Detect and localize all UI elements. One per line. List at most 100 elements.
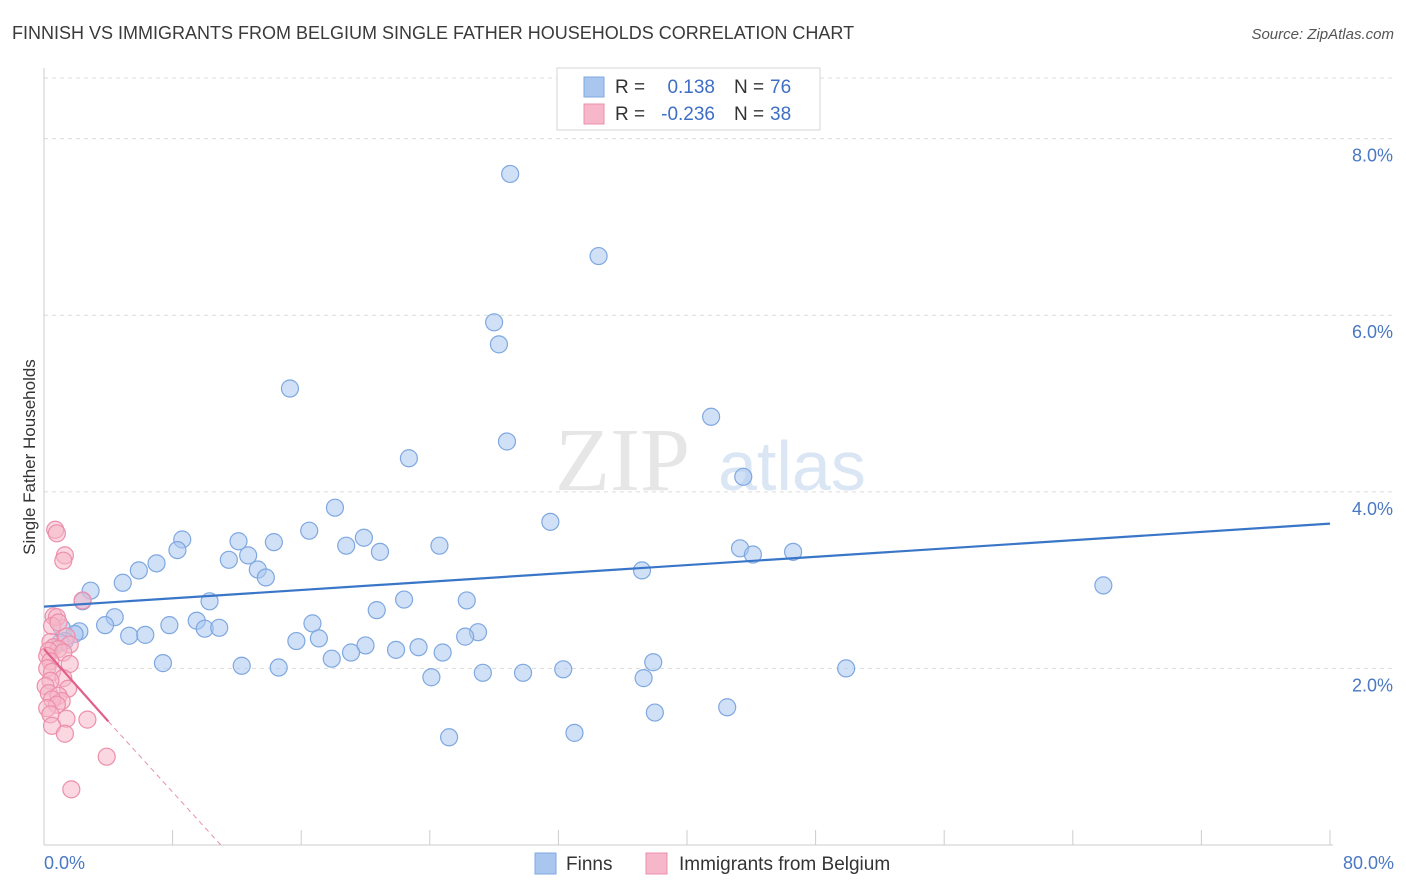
finns-point-17 [430, 536, 449, 555]
finns-point-61 [153, 654, 173, 673]
belgium-trend-extension [107, 721, 222, 846]
watermark-atlas: atlas [718, 427, 866, 505]
legend-r-label-belgium: R = [615, 104, 645, 125]
chart-title: FINNISH VS IMMIGRANTS FROM BELGIUM SINGL… [12, 23, 854, 43]
finns-point-68 [513, 663, 533, 682]
bottom-legend-label-finns: Finns [566, 854, 612, 875]
y-axis-label: Single Father Households [20, 359, 39, 555]
finns-point-67 [473, 663, 492, 682]
finns-point-69 [422, 668, 441, 687]
finns-point-16 [354, 528, 373, 547]
finns-point-41 [160, 616, 179, 635]
finns-point-7 [399, 449, 419, 468]
trend-lines [43, 522, 1331, 846]
finns-point-48 [120, 626, 139, 645]
belgium-point-33 [78, 710, 97, 729]
y-tick-label-3: 8.0% [1352, 146, 1393, 166]
finns-point-37 [367, 601, 386, 620]
finns-point-2 [485, 313, 504, 332]
belgium-point-8 [49, 613, 68, 632]
finns-point-36 [457, 591, 476, 610]
finns-point-53 [456, 627, 475, 646]
legend-swatch-belgium [583, 103, 605, 125]
belgium-point-1 [47, 524, 66, 543]
series-finns [50, 164, 1113, 747]
belgium-point-3 [54, 551, 73, 570]
finns-point-11 [300, 521, 319, 540]
legend-n-label-belgium: N = [734, 104, 764, 125]
legend-n-label-finns: N = [734, 77, 764, 98]
finns-point-10 [541, 512, 560, 531]
finns-point-57 [341, 643, 361, 662]
series-legend: Finns Immigrants from Belgium [534, 852, 890, 875]
legend-r-value-belgium: -0.236 [661, 104, 715, 125]
finns-point-35 [394, 590, 414, 609]
finns-point-72 [645, 703, 664, 722]
finns-point-22 [743, 545, 763, 564]
finns-point-51 [309, 629, 328, 648]
finns-point-66 [554, 660, 573, 679]
finns-point-70 [634, 669, 653, 688]
finns-point-28 [632, 561, 652, 580]
finns-point-19 [783, 542, 803, 561]
finns-point-65 [837, 659, 856, 678]
finns-point-44 [303, 614, 322, 633]
belgium-point-36 [97, 747, 116, 766]
finns-point-3 [489, 335, 509, 354]
y-tick-label-2: 6.0% [1352, 322, 1393, 342]
legend-swatch-finns [583, 76, 605, 98]
finns-trend-line [43, 522, 1331, 608]
finns-point-55 [356, 636, 375, 655]
bottom-legend-label-belgium: Immigrants from Belgium [679, 854, 890, 875]
finns-point-9 [325, 498, 345, 517]
finns-point-43 [210, 618, 229, 637]
finns-point-21 [370, 542, 390, 561]
finns-point-60 [322, 649, 341, 668]
finns-point-73 [439, 728, 459, 747]
finns-point-13 [229, 532, 248, 551]
bottom-legend-swatch-finns [534, 852, 557, 875]
finns-point-62 [232, 656, 251, 675]
finns-point-27 [129, 561, 148, 580]
finns-point-25 [239, 546, 258, 565]
finns-point-58 [433, 643, 452, 662]
finns-point-49 [136, 625, 155, 644]
finns-point-8 [734, 467, 753, 486]
finns-point-56 [409, 638, 428, 657]
finns-point-40 [95, 616, 115, 635]
finns-point-31 [1094, 576, 1113, 595]
finns-point-54 [287, 631, 306, 651]
belgium-trend-line [43, 648, 110, 723]
finns-point-4 [280, 379, 300, 398]
legend-r-label-finns: R = [615, 77, 645, 98]
finns-point-0 [501, 164, 520, 184]
series-belgium [36, 520, 116, 799]
chart-source: Source: ZipAtlas.com [1251, 26, 1394, 43]
y-tick-labels: 2.0% 4.0% 6.0% 8.0% [1352, 146, 1393, 696]
x-tick-label-min: 0.0% [44, 853, 85, 873]
belgium-point-35 [55, 724, 74, 743]
finns-point-6 [497, 432, 517, 451]
legend-n-value-belgium: 38 [770, 104, 791, 125]
bottom-legend-swatch-belgium [645, 852, 668, 875]
finns-point-71 [718, 698, 737, 717]
legend-n-value-finns: 76 [770, 77, 791, 98]
finns-point-24 [219, 550, 238, 569]
belgium-point-4 [73, 591, 92, 610]
gridlines [44, 77, 1392, 669]
finns-point-23 [147, 554, 166, 573]
finns-point-20 [168, 540, 187, 560]
y-tick-label-0: 2.0% [1352, 675, 1393, 695]
finns-point-74 [565, 723, 584, 742]
belgium-point-37 [62, 780, 81, 799]
x-tick-label-max: 80.0% [1343, 853, 1394, 873]
finns-point-30 [113, 573, 132, 592]
finns-point-14 [264, 533, 283, 552]
finns-point-59 [386, 640, 406, 659]
y-tick-label-1: 4.0% [1352, 499, 1393, 519]
finns-point-63 [269, 658, 288, 677]
finns-point-29 [256, 568, 275, 587]
x-ticks [43, 830, 1331, 845]
stats-legend: R = 0.138 N = 76 R = -0.236 N = 38 [556, 67, 821, 131]
